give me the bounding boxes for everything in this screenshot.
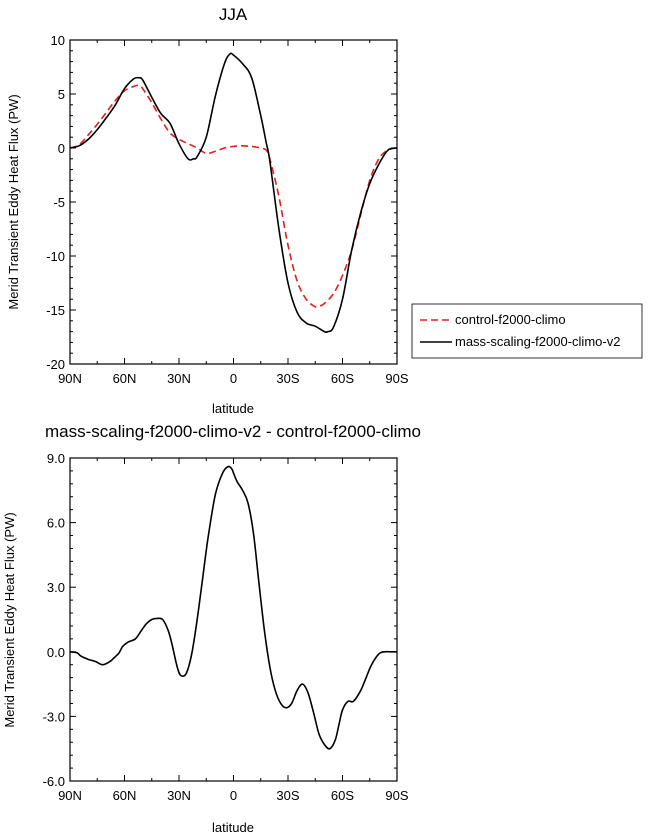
bottom-ytick-label: 0.0 xyxy=(47,645,65,660)
legend-label-control: control-f2000-climo xyxy=(455,312,566,327)
top-series-mass-scaling-f2000-climo-v2 xyxy=(69,52,398,334)
top-xtick-label: 60S xyxy=(331,371,354,386)
bottom-ticks: 90N 60N 30N 0 30S 60S 90S 9.0 6.0 3.0 0.0 -3.0 -6.0 xyxy=(43,451,409,803)
top-ytick-label: -20 xyxy=(46,357,65,372)
bottom-series-difference xyxy=(69,465,397,750)
legend: control-f2000-climo mass-scaling-f2000-c… xyxy=(411,303,643,359)
bottom-xtick-label: 60S xyxy=(331,788,354,803)
top-xtick-label: 30N xyxy=(167,371,191,386)
bottom-x-axis-label: latitude xyxy=(212,820,254,835)
top-xtick-label: 90N xyxy=(58,371,82,386)
top-chart-title: JJA xyxy=(219,5,248,24)
top-ytick-label: 5 xyxy=(58,87,65,102)
top-ytick-label: -15 xyxy=(46,303,65,318)
bottom-plot-frame xyxy=(69,457,398,782)
top-plot-frame xyxy=(69,39,398,365)
bottom-xtick-label: 60N xyxy=(113,788,137,803)
bottom-series-lines xyxy=(69,465,397,750)
legend-label-mass-scaling: mass-scaling-f2000-climo-v2 xyxy=(455,334,620,349)
bottom-xtick-label: 90N xyxy=(58,788,82,803)
top-panel: JJA 90N 60N 30N 0 30S 60S 90S 10 5 0 -5 -10 -15 -20 l… xyxy=(6,5,409,416)
bottom-xtick-label: 30N xyxy=(167,788,191,803)
bottom-y-axis-label: Merid Transient Eddy Heat Flux (PW) xyxy=(2,512,17,727)
top-xtick-label: 60N xyxy=(113,371,137,386)
top-xtick-label: 0 xyxy=(230,371,237,386)
bottom-ytick-label: -6.0 xyxy=(43,774,65,789)
legend-box xyxy=(411,303,643,359)
top-xtick-label: 90S xyxy=(385,371,408,386)
top-ytick-label: 0 xyxy=(58,141,65,156)
bottom-ytick-label: 3.0 xyxy=(47,580,65,595)
top-series-lines xyxy=(69,52,398,334)
top-ticks: 90N 60N 30N 0 30S 60S 90S 10 5 0 -5 -10 -15 -20 xyxy=(46,33,409,386)
bottom-ytick-label: 6.0 xyxy=(47,516,65,531)
bottom-xtick-label: 0 xyxy=(230,788,237,803)
top-ytick-label: -10 xyxy=(46,249,65,264)
bottom-panel: mass-scaling-f2000-climo-v2 - control-f2… xyxy=(2,422,421,835)
top-xtick-label: 30S xyxy=(276,371,299,386)
bottom-ytick-label: -3.0 xyxy=(43,709,65,724)
top-series-control-f2000-climo xyxy=(69,84,398,308)
bottom-xtick-label: 90S xyxy=(385,788,408,803)
bottom-xtick-label: 30S xyxy=(276,788,299,803)
bottom-ytick-label: 9.0 xyxy=(47,451,65,466)
top-ytick-label: 10 xyxy=(51,33,65,48)
top-x-axis-label: latitude xyxy=(212,401,254,416)
top-ytick-label: -5 xyxy=(53,195,65,210)
bottom-chart-title: mass-scaling-f2000-climo-v2 - control-f2… xyxy=(45,422,421,441)
top-y-axis-label: Merid Transient Eddy Heat Flux (PW) xyxy=(6,94,21,309)
